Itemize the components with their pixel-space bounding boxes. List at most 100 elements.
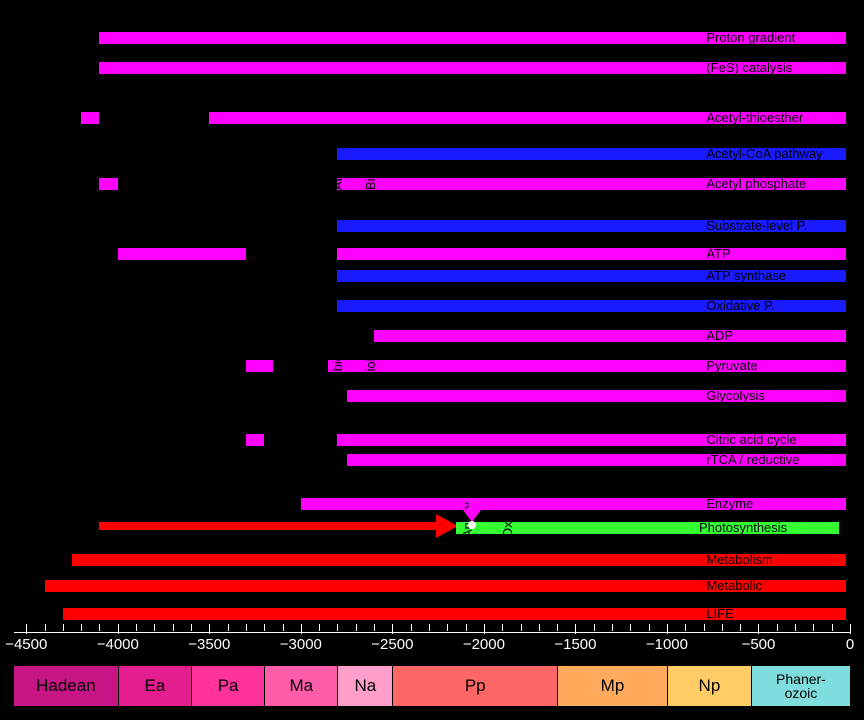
row-label: Acetyl-thioesther: [706, 110, 803, 125]
tick-label: −500: [742, 636, 776, 653]
row-label: Citric acid cycle: [706, 432, 796, 447]
tick-minor: [411, 624, 412, 631]
vertical-label: Oxy.: [500, 512, 515, 538]
tick-minor: [356, 624, 357, 631]
tick-minor: [466, 624, 467, 631]
bar-atp-0: [118, 248, 246, 260]
row-label: Pyruvate: [706, 358, 757, 373]
tick-major: [758, 624, 759, 634]
tick-minor: [447, 624, 448, 631]
axis-line: [14, 632, 850, 633]
tick-minor: [45, 624, 46, 631]
row-label: Metabolic: [706, 578, 762, 593]
row-label: Substrate-level P.: [706, 218, 807, 233]
vertical-label: (RNA: [232, 162, 247, 194]
vertical-label: Abio.: [330, 350, 345, 380]
tick-minor: [557, 624, 558, 631]
tick-minor: [777, 624, 778, 631]
tick-minor: [136, 624, 137, 631]
row-label: ATP synthase: [706, 268, 786, 283]
vertical-label: rTCA: [270, 422, 285, 452]
tick-major: [850, 624, 851, 634]
tick-minor: [283, 624, 284, 631]
tick-minor: [319, 624, 320, 631]
bar-glycolysis-0: [347, 390, 448, 402]
bar-metabolic-0: [45, 580, 63, 592]
tick-minor: [539, 624, 540, 631]
bar-glycolysis-1: [447, 390, 846, 402]
row-label: ADP: [706, 328, 733, 343]
tick-minor: [374, 624, 375, 631]
tick-minor: [173, 624, 174, 631]
bar-adp-0: [374, 330, 846, 342]
tick-minor: [337, 624, 338, 631]
era-ea: Ea: [118, 666, 191, 706]
tick-minor: [521, 624, 522, 631]
tick-minor: [649, 624, 650, 631]
row-label: rTCA / reductive: [706, 452, 799, 467]
tick-label: −2500: [371, 636, 413, 653]
tick-label: −1500: [554, 636, 596, 653]
tick-label: −4000: [97, 636, 139, 653]
tick-minor: [704, 624, 705, 631]
bar-acetyl-thioesther-0: [81, 112, 99, 124]
tick-major: [118, 624, 119, 634]
bar-atp-1: [337, 248, 846, 260]
tick-minor: [594, 624, 595, 631]
bar-acetyl-phosphate-0: [99, 178, 117, 190]
tick-major: [484, 624, 485, 634]
era-mp: Mp: [557, 666, 667, 706]
tick-minor: [264, 624, 265, 631]
tick-major: [209, 624, 210, 634]
era-pp: Pp: [392, 666, 557, 706]
tick-minor: [429, 624, 430, 631]
row-label: Oxidative P.: [706, 298, 774, 313]
row-label: Proton gradient: [706, 30, 795, 45]
vertical-label: Biol.: [363, 165, 378, 190]
arrowhead-icon: [436, 514, 458, 538]
geologic-scale: HadeanEaPaMaNaPpMpNpPhaner-ozoic: [14, 666, 850, 706]
row-label: ATP: [706, 246, 730, 261]
vertical-label: Biol.: [363, 355, 378, 380]
row-label: Enzyme: [706, 496, 753, 511]
tick-major: [575, 624, 576, 634]
tick-minor: [154, 624, 155, 631]
tick-minor: [685, 624, 686, 631]
tick-minor: [502, 624, 503, 631]
tick-major: [26, 624, 27, 634]
row-label: Glycolysis: [706, 388, 765, 403]
tick-label: −3000: [280, 636, 322, 653]
tick-major: [667, 624, 668, 634]
tick-label: −3500: [188, 636, 230, 653]
highlight-dot: [468, 521, 476, 529]
tick-label: 0: [846, 636, 854, 653]
tick-minor: [740, 624, 741, 631]
tick-major: [392, 624, 393, 634]
tick-label: −2000: [463, 636, 505, 653]
era-phaner-ozoic: Phaner-ozoic: [751, 666, 850, 706]
tick-minor: [722, 624, 723, 631]
bar-enzyme-0: [301, 498, 846, 510]
bar-arrow-photosynthesis: [99, 522, 438, 530]
tick-major: [301, 624, 302, 634]
tick-minor: [813, 624, 814, 631]
tick-minor: [630, 624, 631, 631]
era-na: Na: [337, 666, 392, 706]
row-label: Metabolism: [706, 552, 772, 567]
era-hadean: Hadean: [14, 666, 118, 706]
bar-pyruvate-2: [347, 360, 847, 372]
tick-minor: [246, 624, 247, 631]
tick-minor: [63, 624, 64, 631]
bar-metabolism-0: [72, 554, 145, 566]
row-label: Acetyl phosphate: [706, 176, 806, 191]
tick-minor: [99, 624, 100, 631]
tick-label: −1000: [646, 636, 688, 653]
bar-pyruvate-0: [246, 360, 273, 372]
row-label: Photosynthesis: [699, 520, 787, 535]
row-label: (FeS) catalysis: [706, 60, 792, 75]
vertical-label: Abio.: [330, 160, 345, 190]
era-ma: Ma: [264, 666, 337, 706]
bar-citric-acid-cycle-0: [246, 434, 264, 446]
row-label: Acetyl-CoA pathway: [706, 146, 822, 161]
tick-label: −4500: [5, 636, 47, 653]
